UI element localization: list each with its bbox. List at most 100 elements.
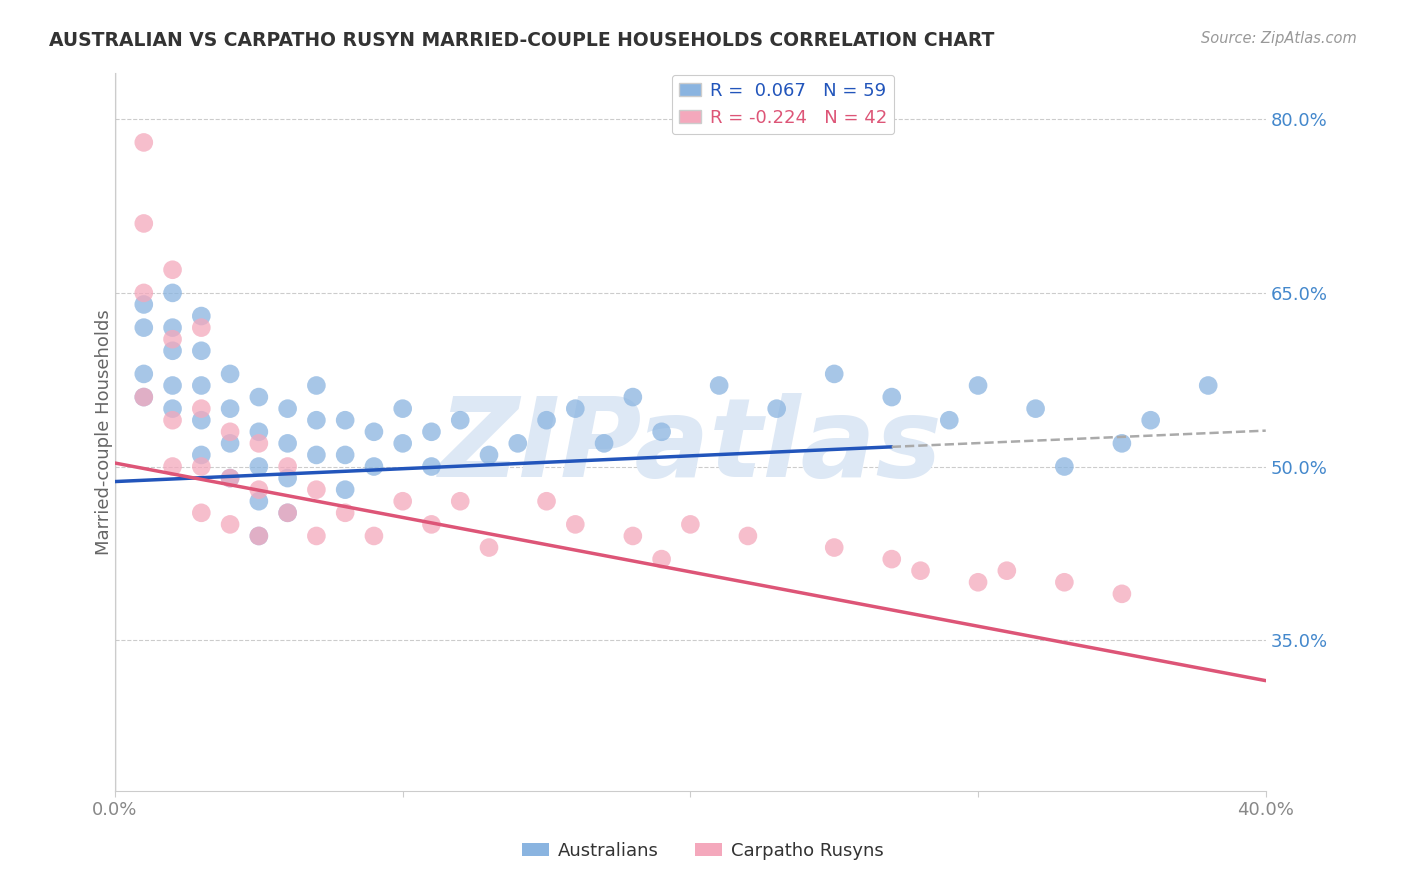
Text: AUSTRALIAN VS CARPATHO RUSYN MARRIED-COUPLE HOUSEHOLDS CORRELATION CHART: AUSTRALIAN VS CARPATHO RUSYN MARRIED-COU… [49,31,994,50]
Point [679,517,702,532]
Point [333,506,356,520]
Point [247,459,270,474]
Point [162,401,184,416]
Point [277,471,299,485]
Point [132,217,155,231]
Point [247,390,270,404]
Point [162,413,184,427]
Point [132,390,155,404]
Point [190,413,212,427]
Point [391,401,413,416]
Point [478,448,501,462]
Point [162,343,184,358]
Point [277,506,299,520]
Point [737,529,759,543]
Point [305,413,328,427]
Point [190,309,212,323]
Point [247,529,270,543]
Point [162,332,184,346]
Point [277,459,299,474]
Point [219,471,242,485]
Point [967,575,990,590]
Point [132,285,155,300]
Point [190,506,212,520]
Point [363,529,385,543]
Point [190,448,212,462]
Point [277,436,299,450]
Point [190,320,212,334]
Point [277,401,299,416]
Point [536,413,558,427]
Point [132,136,155,150]
Point [1111,587,1133,601]
Point [190,401,212,416]
Point [333,413,356,427]
Point [391,494,413,508]
Point [162,262,184,277]
Point [621,529,644,543]
Point [823,367,845,381]
Point [363,425,385,439]
Point [449,494,471,508]
Legend: R =  0.067   N = 59, R = -0.224   N = 42: R = 0.067 N = 59, R = -0.224 N = 42 [672,75,894,135]
Point [132,390,155,404]
Point [132,320,155,334]
Point [132,297,155,311]
Point [449,413,471,427]
Point [219,436,242,450]
Point [880,390,903,404]
Point [651,552,673,566]
Point [247,483,270,497]
Point [1025,401,1047,416]
Point [363,459,385,474]
Point [536,494,558,508]
Point [506,436,529,450]
Point [1053,575,1076,590]
Point [247,425,270,439]
Point [219,401,242,416]
Point [391,436,413,450]
Point [651,425,673,439]
Text: Source: ZipAtlas.com: Source: ZipAtlas.com [1201,31,1357,46]
Point [162,378,184,392]
Point [938,413,960,427]
Point [247,436,270,450]
Point [765,401,787,416]
Point [219,471,242,485]
Point [305,483,328,497]
Point [219,367,242,381]
Point [247,494,270,508]
Point [564,401,586,416]
Point [162,285,184,300]
Point [1139,413,1161,427]
Point [190,459,212,474]
Point [305,378,328,392]
Point [333,448,356,462]
Point [478,541,501,555]
Point [707,378,730,392]
Point [333,483,356,497]
Point [132,367,155,381]
Point [910,564,932,578]
Point [420,517,443,532]
Point [277,506,299,520]
Point [190,343,212,358]
Point [162,459,184,474]
Point [621,390,644,404]
Point [305,448,328,462]
Legend: Australians, Carpatho Rusyns: Australians, Carpatho Rusyns [515,835,891,867]
Point [1197,378,1219,392]
Point [967,378,990,392]
Point [593,436,616,450]
Point [219,517,242,532]
Point [1053,459,1076,474]
Point [420,425,443,439]
Point [1111,436,1133,450]
Point [305,529,328,543]
Point [162,320,184,334]
Point [247,529,270,543]
Point [219,425,242,439]
Point [823,541,845,555]
Point [564,517,586,532]
Point [190,378,212,392]
